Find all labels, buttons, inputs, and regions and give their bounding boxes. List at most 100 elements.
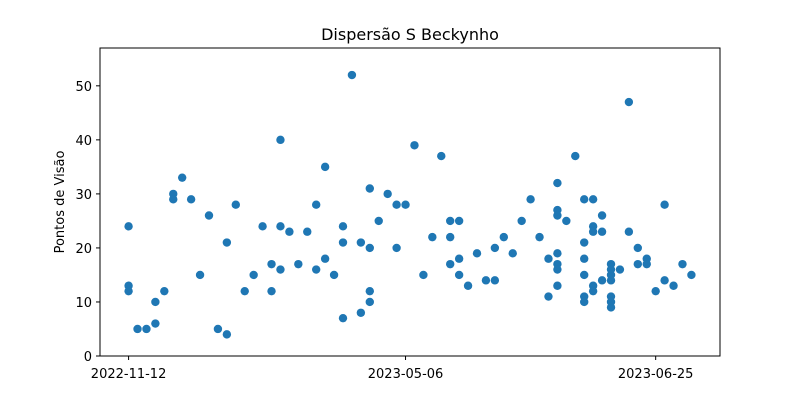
data-point: [320, 254, 330, 263]
data-point: [454, 270, 464, 280]
data-point: [580, 195, 589, 204]
data-point: [580, 297, 589, 307]
data-point: [544, 254, 553, 263]
data-point: [588, 227, 598, 236]
data-point: [588, 286, 598, 296]
data-point: [160, 286, 169, 296]
data-point: [365, 286, 374, 296]
data-point: [338, 238, 348, 247]
data-point: [267, 259, 276, 269]
data-point: [446, 259, 455, 269]
data-point: [606, 303, 616, 312]
data-point: [374, 216, 383, 226]
data-points: [124, 70, 696, 339]
data-point: [365, 184, 374, 193]
data-point: [624, 97, 634, 107]
data-point: [401, 200, 410, 209]
data-point: [177, 173, 187, 182]
y-tick-label: 50: [75, 80, 92, 95]
data-point: [276, 135, 285, 145]
chart-title: Dispersão S Beckynho: [321, 25, 499, 44]
data-point: [597, 276, 607, 285]
data-point: [642, 259, 651, 269]
plot-frame: [99, 47, 721, 357]
data-point: [678, 259, 687, 269]
data-point: [508, 249, 517, 258]
data-point: [472, 249, 482, 258]
data-point: [624, 227, 634, 236]
data-point: [276, 222, 285, 231]
data-point: [437, 151, 446, 161]
data-point: [392, 200, 401, 209]
data-point: [588, 195, 598, 204]
data-point: [151, 297, 160, 307]
data-point: [222, 238, 232, 247]
data-point: [213, 324, 223, 334]
data-point: [633, 259, 643, 269]
y-tick-label: 20: [75, 242, 92, 257]
data-point: [553, 178, 562, 188]
data-point: [606, 276, 616, 285]
data-point: [222, 330, 232, 339]
data-point: [258, 222, 267, 231]
data-point: [553, 249, 562, 258]
data-point: [553, 265, 562, 274]
data-point: [151, 319, 160, 328]
data-point: [338, 222, 348, 231]
data-point: [249, 270, 258, 280]
data-point: [544, 292, 553, 301]
data-point: [580, 254, 589, 263]
data-point: [338, 313, 348, 323]
y-axis-label: Pontos de Visão: [53, 151, 68, 254]
data-point: [687, 270, 696, 280]
data-point: [597, 211, 607, 220]
y-tick-label: 30: [75, 188, 92, 203]
data-point: [463, 281, 473, 290]
data-point: [669, 281, 678, 290]
data-point: [383, 189, 392, 199]
data-point: [580, 238, 589, 247]
data-point: [329, 270, 339, 280]
data-point: [285, 227, 294, 236]
data-point: [571, 151, 580, 161]
data-point: [428, 232, 437, 242]
data-point: [517, 216, 526, 226]
data-point: [535, 232, 544, 242]
data-point: [553, 281, 562, 290]
data-point: [615, 265, 625, 274]
data-point: [419, 270, 428, 280]
data-point: [294, 259, 303, 269]
x-tick-label: 2023-05-06: [368, 367, 444, 382]
data-point: [311, 265, 321, 274]
data-point: [240, 286, 249, 296]
data-point: [490, 243, 500, 253]
data-point: [526, 195, 535, 204]
data-point: [499, 232, 509, 242]
data-point: [311, 200, 321, 209]
data-point: [169, 195, 178, 204]
data-point: [356, 308, 366, 317]
data-point: [267, 286, 276, 296]
data-point: [320, 162, 330, 172]
data-point: [660, 200, 669, 209]
data-point: [660, 276, 669, 285]
data-point: [446, 216, 455, 226]
data-point: [303, 227, 312, 236]
axis-ticks: 0 10 20 30 40 50 2022-11-12 2023-05-06 2023-06-2…: [75, 80, 693, 382]
data-point: [580, 270, 589, 280]
data-point: [133, 324, 142, 334]
data-point: [454, 216, 464, 226]
data-point: [490, 276, 500, 285]
data-point: [481, 276, 491, 285]
data-point: [231, 200, 240, 209]
data-point: [651, 286, 660, 296]
data-point: [186, 195, 196, 204]
data-point: [454, 254, 464, 263]
y-tick-label: 10: [75, 296, 92, 311]
data-point: [195, 270, 205, 280]
data-point: [276, 265, 285, 274]
data-point: [365, 243, 374, 253]
data-point: [365, 297, 374, 307]
y-tick-label: 0: [84, 350, 92, 365]
